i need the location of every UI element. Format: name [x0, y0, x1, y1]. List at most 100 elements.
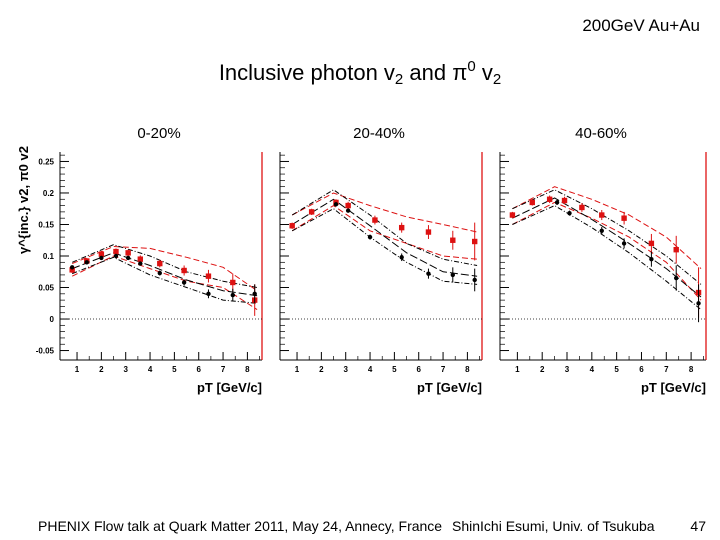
pi0-point: [230, 292, 235, 298]
x-tick-label: 2: [319, 365, 324, 374]
x-tick-label: 5: [392, 365, 397, 374]
x-axis-label: pT [GeV/c]: [197, 380, 262, 395]
pi0-point: [621, 241, 627, 246]
pi0-point: [567, 210, 572, 216]
band-line: [72, 244, 258, 288]
panel-label: 40-60%: [575, 125, 627, 142]
x-tick-label: 6: [639, 365, 644, 374]
pi0-point: [252, 291, 257, 297]
header-tag: 200GeV Au+Au: [582, 16, 700, 35]
y-axis-label: γ^{inc.} v2, π0 v2: [16, 146, 31, 254]
x-tick-label: 3: [123, 365, 128, 374]
panel-label: 0-20%: [137, 125, 180, 142]
x-tick-label: 6: [196, 365, 201, 374]
photon-point: [529, 199, 535, 206]
pi0-point: [649, 256, 654, 262]
pi0-point: [333, 202, 339, 207]
photon-point: [561, 197, 568, 204]
photon-point: [471, 238, 478, 245]
footer-left: PHENIX Flow talk at Quark Matter 2011, M…: [38, 518, 443, 534]
x-tick-label: 4: [590, 365, 595, 374]
photon-point: [113, 248, 119, 255]
photon-point: [398, 224, 405, 231]
x-tick-label: 5: [614, 365, 619, 374]
title-sub2: 2: [492, 71, 502, 88]
pi0-point: [554, 200, 560, 205]
pi0-point: [367, 234, 373, 240]
photon-point: [98, 251, 105, 257]
band-line: [291, 205, 478, 260]
photon-point: [230, 279, 236, 286]
x-axis-label: pT [GeV/c]: [417, 380, 482, 395]
x-tick-label: 4: [368, 365, 373, 374]
pi0-point: [125, 255, 131, 261]
photon-point: [137, 256, 144, 262]
title-sub: 2: [394, 71, 404, 88]
pi0-point: [599, 228, 604, 233]
pi0-point: [113, 253, 119, 259]
band-line: [512, 189, 702, 285]
photon-point: [673, 246, 679, 253]
panel-2: 1 2 3 4 5 6 7 8 pT [GeV/c] 40-60%: [499, 125, 707, 395]
title-v: v: [475, 60, 493, 85]
photon-point: [205, 273, 212, 279]
photon-point: [157, 260, 163, 267]
pi0-point: [206, 291, 211, 297]
x-tick-label: 7: [441, 365, 446, 374]
y-tick-label: 0.25: [38, 157, 54, 166]
photon-point: [425, 229, 432, 235]
band-line: [512, 186, 702, 269]
band-line: [72, 256, 258, 304]
y-tick-label: -0.05: [36, 347, 55, 356]
photon-point: [289, 223, 295, 229]
pi0-point: [69, 265, 75, 270]
y-tick-label: 0: [50, 315, 55, 324]
band-line: [291, 208, 478, 285]
photon-point: [345, 202, 351, 209]
photon-point: [648, 240, 655, 247]
photon-point: [372, 217, 378, 223]
band-line: [512, 197, 702, 298]
pi0-point: [426, 271, 431, 276]
x-tick-label: 7: [221, 365, 226, 374]
pi0-point: [674, 275, 679, 281]
photon-point: [181, 267, 187, 274]
band-line: [512, 201, 702, 301]
band-line: [72, 252, 258, 297]
title-sup: 0: [467, 58, 476, 75]
band-line: [291, 198, 478, 277]
x-tick-label: 4: [148, 365, 153, 374]
pi0-point: [399, 255, 404, 260]
x-tick-label: 8: [689, 365, 694, 374]
pi0-point: [472, 277, 477, 283]
x-tick-label: 3: [343, 365, 348, 374]
x-tick-label: 3: [565, 365, 570, 374]
y-tick-label: 0.2: [43, 189, 55, 198]
y-tick-label: 0.15: [38, 220, 54, 229]
x-tick-label: 2: [540, 365, 545, 374]
pi0-point: [157, 270, 162, 276]
y-tick-label: 0.1: [43, 252, 55, 261]
photon-point: [450, 237, 456, 243]
band-line: [512, 205, 702, 310]
x-tick-label: 1: [295, 365, 300, 374]
pi0-point: [450, 272, 455, 278]
photon-point: [69, 267, 75, 273]
y-tick-label: 0.05: [38, 284, 54, 293]
pi0-point: [181, 280, 187, 285]
band-line: [291, 189, 478, 266]
x-tick-label: 1: [515, 365, 520, 374]
pi0-point: [696, 301, 701, 306]
slide-title: Inclusive photon v2 and π0 v2: [0, 58, 720, 88]
x-tick-label: 2: [99, 365, 104, 374]
band-line: [72, 245, 258, 292]
pi0-point: [84, 260, 89, 265]
x-tick-label: 1: [75, 365, 80, 374]
photon-point: [546, 196, 553, 202]
x-tick-label: 6: [416, 365, 421, 374]
x-tick-label: 7: [664, 365, 669, 374]
page-number: 47: [690, 518, 706, 534]
x-tick-label: 5: [172, 365, 177, 374]
photon-point: [308, 209, 315, 215]
panel-1: 1 2 3 4 5 6 7 8 pT [GeV/c] 20-40%: [279, 125, 483, 395]
